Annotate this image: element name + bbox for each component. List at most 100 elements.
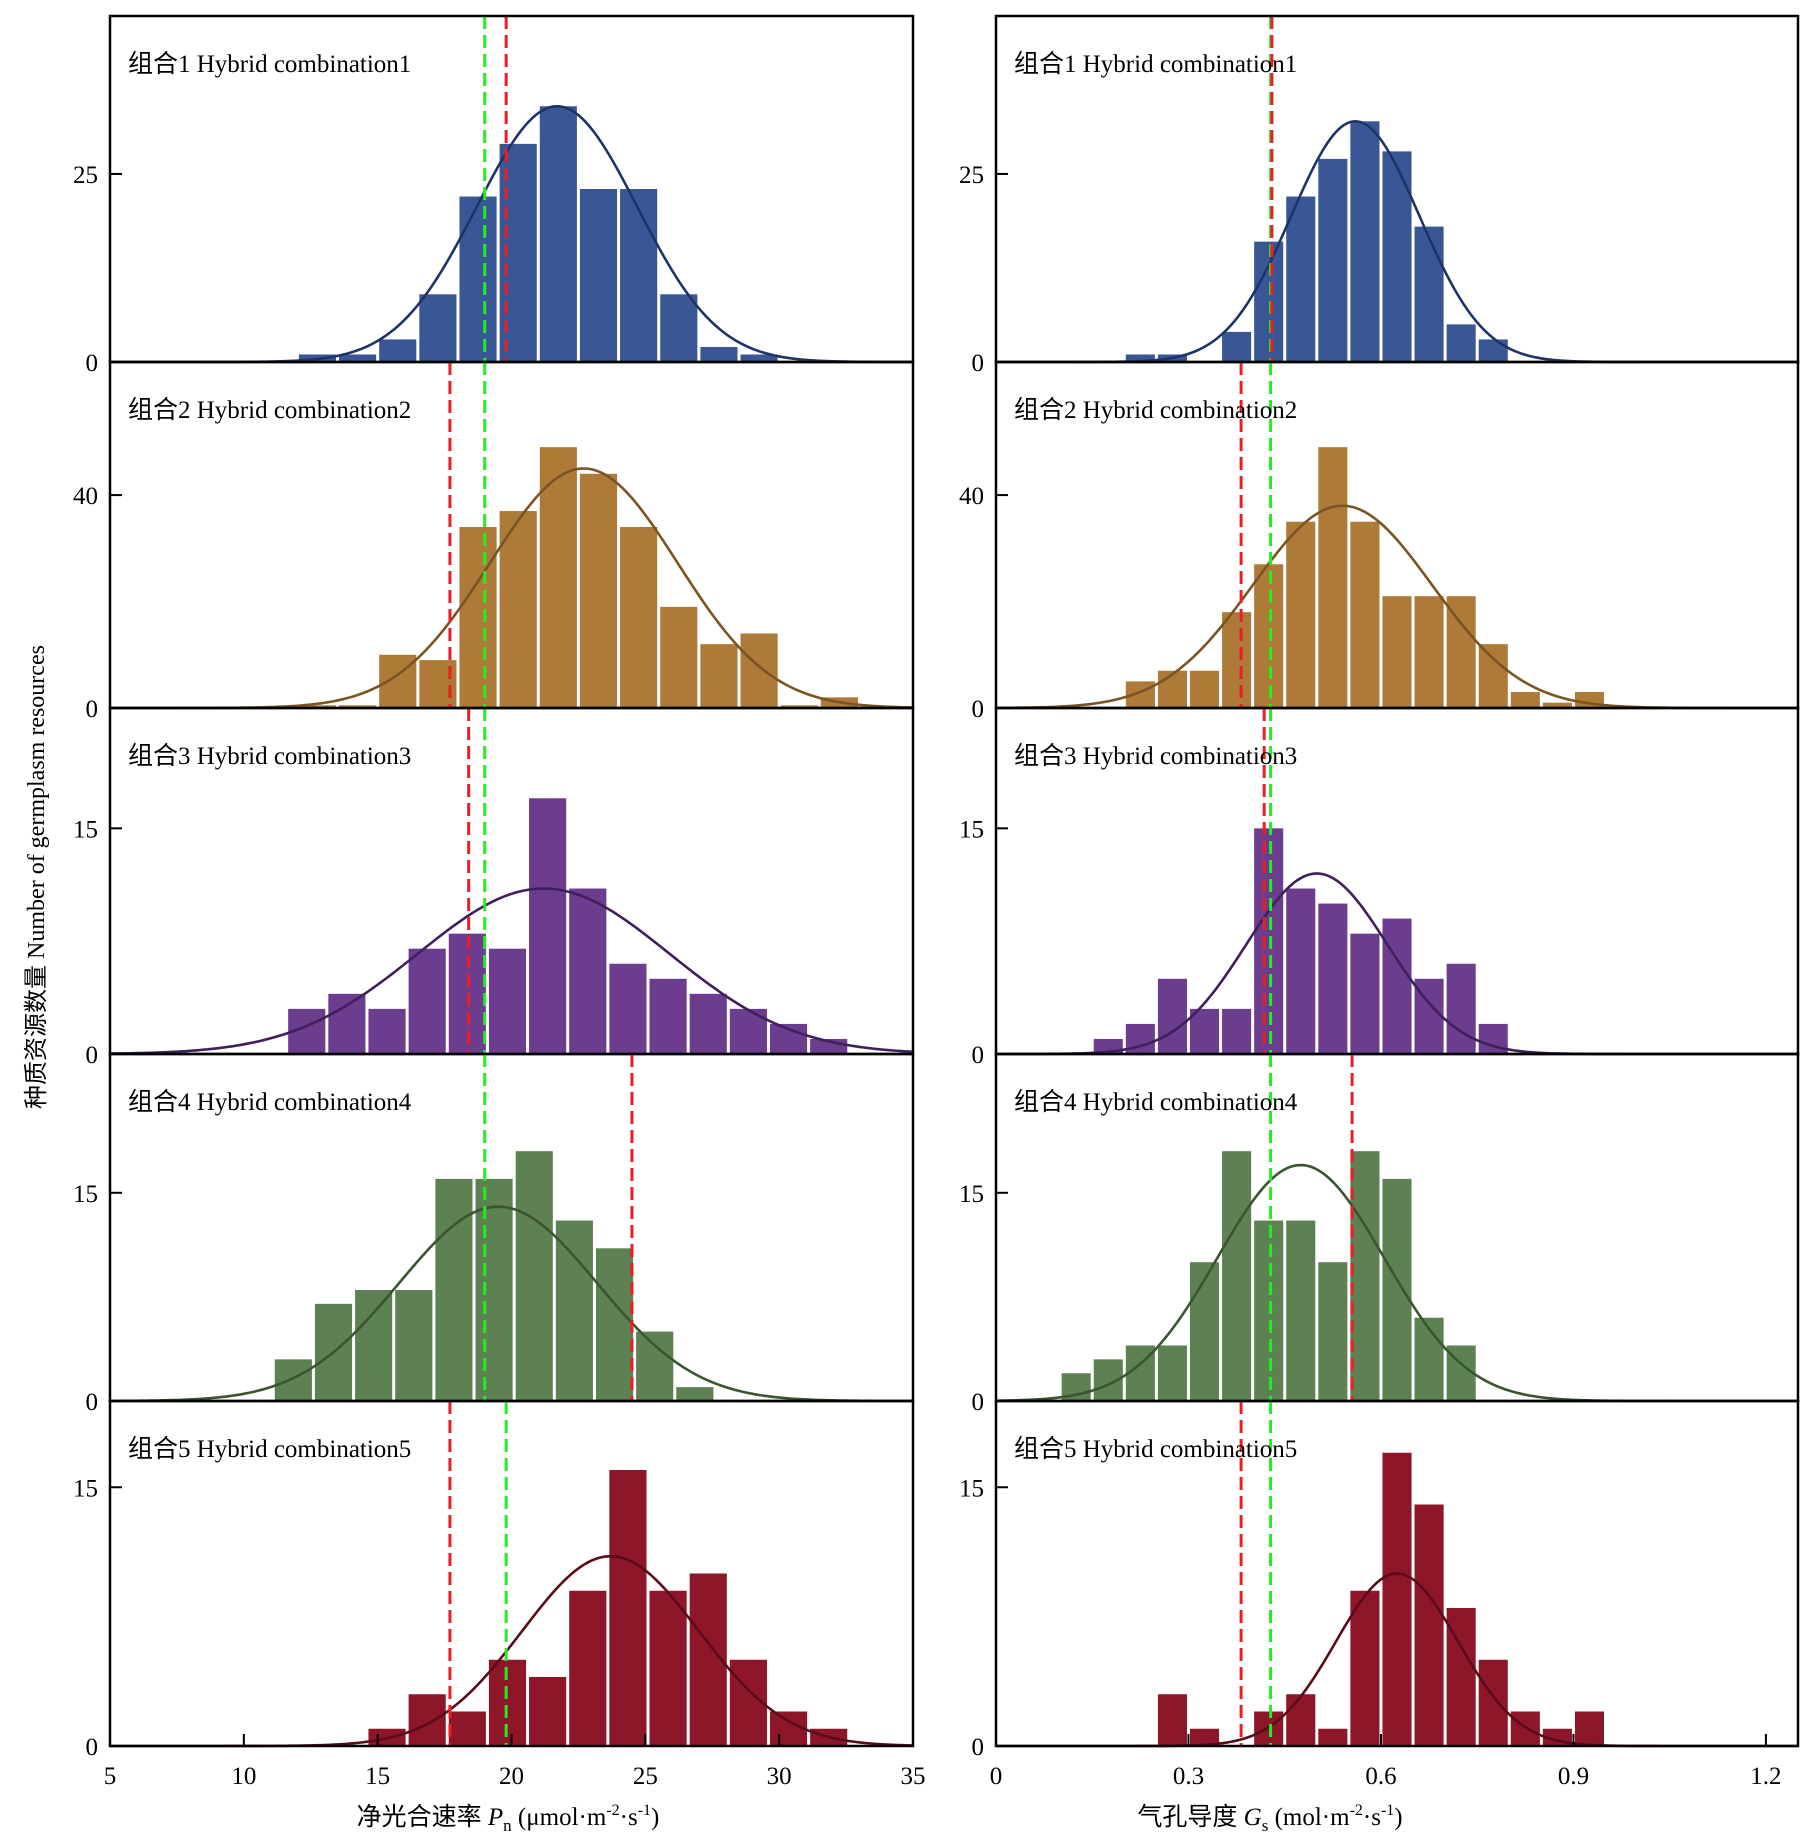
histogram-bar	[448, 1711, 486, 1746]
histogram-bar	[1189, 1728, 1220, 1746]
histogram-bar	[1286, 521, 1316, 708]
histogram-bar	[689, 993, 727, 1054]
right-x-axis-label: 气孔导度 Gs (mol·m-2·s-1)	[1137, 1802, 1402, 1835]
x-tick-label: 20	[499, 1763, 524, 1790]
histogram-bar	[1574, 1711, 1605, 1746]
histogram-bar	[499, 511, 537, 708]
histogram-bar	[1414, 1317, 1444, 1401]
histogram-bar	[1189, 1262, 1220, 1401]
y-tick-label: 25	[73, 162, 98, 189]
x-tick-label: 1.2	[1750, 1763, 1781, 1790]
histogram-bar	[529, 798, 567, 1054]
histogram-bar	[1254, 828, 1284, 1054]
panel-5: 0 15 组合5 Hybrid combination5	[959, 1399, 1800, 1761]
panel-title: 组合5 Hybrid combination5	[128, 1435, 411, 1463]
y-tick-label: 0	[972, 696, 985, 723]
histogram-bar	[529, 1677, 567, 1746]
histogram-bar	[408, 1694, 446, 1746]
y-tick-label: 0	[86, 350, 99, 377]
y-tick-label: 15	[73, 1181, 98, 1208]
histogram-bar	[569, 1590, 607, 1746]
histogram-bar	[740, 633, 778, 708]
panel-title: 组合3 Hybrid combination3	[128, 742, 411, 770]
x-tick-label: 25	[633, 1763, 658, 1790]
y-tick-label: 15	[959, 816, 984, 843]
panel-4: 0 15 组合4 Hybrid combination4	[73, 1052, 915, 1416]
histogram-bar	[579, 189, 618, 362]
panel-1: 0 25 组合1 Hybrid combination1	[959, 14, 1800, 377]
histogram-bar	[1414, 226, 1444, 362]
x-tick-label: 15	[365, 1763, 390, 1790]
histogram-bar	[660, 294, 698, 362]
histogram-bar	[636, 1331, 674, 1401]
histogram-bar	[1414, 596, 1444, 708]
y-tick-label: 0	[86, 696, 99, 723]
histogram-bar	[620, 527, 658, 708]
histogram-bar	[339, 705, 377, 708]
panel-2: 0 40 组合2 Hybrid combination2	[73, 360, 915, 723]
panel-title: 组合5 Hybrid combination5	[1014, 1435, 1297, 1463]
histogram-bar	[676, 1387, 714, 1401]
panel-3: 0 15 组合3 Hybrid combination3	[959, 706, 1800, 1069]
histogram-bar	[569, 888, 607, 1054]
histogram-bar	[459, 196, 497, 362]
y-tick-label: 0	[972, 350, 985, 377]
histogram-bar	[1446, 963, 1476, 1054]
y-tick-label: 15	[73, 816, 98, 843]
normal-fit-curve	[109, 1205, 913, 1403]
y-tick-label: 40	[959, 483, 984, 510]
histogram-bar	[649, 1590, 687, 1746]
histogram-bar	[355, 1289, 393, 1401]
histogram-bar	[660, 606, 698, 708]
histogram-bar	[1350, 121, 1380, 362]
histogram-bar	[1350, 933, 1380, 1054]
panel-4: 0 15 组合4 Hybrid combination4	[959, 1052, 1800, 1416]
histogram-bar	[780, 705, 818, 708]
histogram-bar	[395, 1289, 433, 1401]
panel-title: 组合2 Hybrid combination2	[128, 396, 411, 424]
histogram-bar	[1510, 1711, 1540, 1746]
x-tick-label: 0.6	[1365, 1763, 1396, 1790]
normal-fit-curve	[109, 887, 914, 1055]
histogram-bar	[1222, 612, 1252, 708]
x-tick-label: 5	[104, 1763, 117, 1790]
histogram-bar	[649, 978, 687, 1054]
panel-3: 0 15 组合3 Hybrid combination3	[73, 706, 915, 1069]
panel-frame	[994, 1399, 1800, 1748]
panel-2: 0 40 组合2 Hybrid combination2	[959, 360, 1800, 723]
histogram-bar	[1254, 1220, 1284, 1401]
histogram-bar	[579, 473, 618, 708]
histogram-bar	[1318, 903, 1348, 1054]
histogram-bar	[609, 963, 647, 1054]
histogram-bar	[1318, 1728, 1348, 1746]
y-tick-label: 25	[959, 162, 984, 189]
histogram-bar	[700, 346, 738, 362]
panel-title: 组合3 Hybrid combination3	[1014, 742, 1297, 770]
histogram-bar	[328, 993, 366, 1054]
histogram-bar	[1254, 1711, 1284, 1746]
y-tick-label: 0	[972, 1734, 985, 1761]
histogram-bar	[1222, 331, 1252, 362]
histogram-bar	[1382, 151, 1412, 362]
y-tick-label: 15	[959, 1181, 984, 1208]
histogram-bar	[1222, 1151, 1252, 1401]
y-tick-label: 40	[73, 483, 98, 510]
histogram-bar	[740, 354, 778, 362]
histogram-bar	[539, 447, 577, 708]
histogram-bar	[620, 189, 658, 362]
histogram-bar	[475, 1178, 513, 1401]
histogram-bar	[379, 654, 417, 708]
histogram-bar	[1286, 196, 1316, 362]
panel-title: 组合4 Hybrid combination4	[128, 1088, 412, 1116]
histogram-bar	[459, 527, 497, 708]
histogram-bar	[1157, 1694, 1187, 1746]
histogram-bar	[339, 354, 377, 362]
histogram-bar	[1478, 1659, 1508, 1746]
histogram-bar	[1222, 1008, 1252, 1054]
histogram-bar	[1382, 918, 1412, 1054]
panel-title: 组合2 Hybrid combination2	[1014, 396, 1297, 424]
histogram-bar	[1350, 521, 1380, 708]
histogram-bar	[1510, 692, 1540, 708]
histogram-bar	[1254, 564, 1284, 708]
